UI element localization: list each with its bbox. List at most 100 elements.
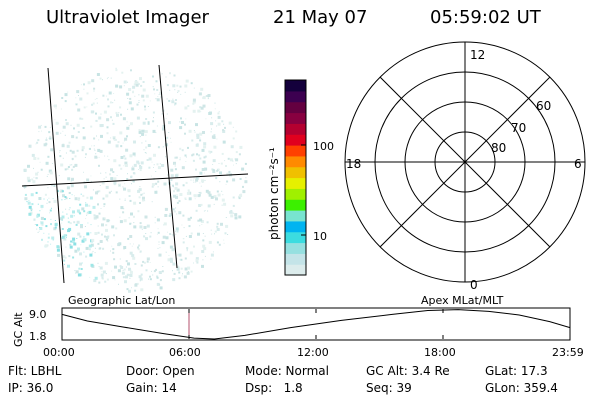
speckle [216, 225, 219, 228]
speckle [38, 125, 42, 129]
speckle [70, 240, 73, 243]
speckle [33, 176, 35, 178]
speckle [205, 210, 206, 212]
speckle [217, 115, 221, 119]
speckle [60, 163, 64, 167]
speckle [213, 145, 217, 149]
speckle [81, 262, 83, 264]
speckle [83, 88, 85, 90]
speckle [144, 130, 148, 134]
speckle [60, 190, 62, 192]
speckle [43, 143, 47, 147]
speckle [184, 197, 187, 200]
speckle [156, 89, 159, 91]
altitude-plot: Geographic Lat/Lon Apex MLat/MLT GC Alt … [12, 294, 584, 359]
speckle [76, 123, 80, 127]
speckle [67, 221, 70, 224]
speckle [120, 156, 124, 159]
speckle [190, 216, 192, 219]
speckle [211, 117, 213, 119]
speckle [173, 272, 176, 275]
speckle [195, 178, 199, 182]
speckle [73, 221, 76, 224]
speckle [89, 147, 91, 150]
speckle [77, 108, 81, 112]
speckle [207, 191, 211, 195]
speckle [127, 173, 128, 175]
speckle [74, 195, 75, 197]
speckle [119, 131, 123, 135]
info-gain: Gain: 14 [126, 381, 177, 395]
speckle [100, 273, 104, 277]
speckle [152, 111, 155, 114]
speckle [163, 224, 165, 226]
speckle [202, 259, 204, 261]
speckle [139, 166, 143, 169]
speckle [195, 257, 199, 261]
speckle [174, 163, 176, 165]
speckle [188, 129, 192, 133]
speckle [137, 246, 139, 249]
mlt-label-12: 12 [470, 48, 485, 62]
speckle [192, 153, 195, 156]
speckle [76, 90, 80, 94]
speckle [170, 179, 173, 181]
speckle [157, 180, 160, 183]
speckle [226, 180, 229, 183]
speckle [65, 197, 68, 200]
speckle [178, 211, 180, 213]
speckle [47, 236, 50, 239]
speckle [210, 122, 214, 126]
speckle [198, 204, 202, 207]
speckle [111, 270, 113, 272]
speckle [138, 275, 142, 279]
speckle [176, 194, 178, 196]
speckle [224, 160, 226, 162]
speckle [174, 186, 178, 190]
speckle [147, 144, 151, 147]
speckle [90, 110, 94, 114]
speckle [161, 241, 165, 245]
speckle [36, 216, 38, 218]
speckle [195, 181, 197, 183]
mlt-label-0: 0 [470, 278, 478, 292]
speckle [50, 218, 52, 220]
speckle [126, 178, 129, 180]
speckle [49, 209, 52, 212]
speckle [81, 117, 84, 120]
speckle [47, 155, 50, 158]
speckle [174, 165, 176, 167]
speckle [185, 161, 187, 162]
info-door: Door: Open [126, 364, 195, 378]
speckle [47, 199, 48, 201]
speckle [95, 215, 99, 219]
speckle [114, 138, 117, 141]
speckle [198, 192, 200, 194]
speckle [192, 100, 196, 104]
speckle [212, 170, 216, 173]
speckle [227, 157, 230, 160]
speckle [133, 243, 134, 245]
speckle [131, 167, 135, 171]
speckle [179, 157, 181, 159]
speckle [106, 126, 109, 129]
lat-label-80: 80 [491, 141, 506, 155]
speckle [222, 140, 226, 144]
speckle [242, 190, 246, 194]
speckle [44, 125, 47, 128]
speckle [194, 131, 196, 133]
speckle [78, 267, 81, 270]
speckle [48, 201, 51, 204]
xtick-label-0000: 00:00 [43, 346, 75, 359]
speckle [175, 99, 177, 101]
speckle [122, 276, 125, 279]
speckle [199, 191, 202, 194]
speckle [232, 137, 235, 140]
speckle [68, 192, 71, 194]
speckle [174, 156, 177, 159]
speckle [36, 214, 39, 217]
speckle [205, 95, 208, 97]
speckle [162, 146, 164, 148]
speckle [214, 102, 216, 104]
speckle [155, 98, 157, 100]
